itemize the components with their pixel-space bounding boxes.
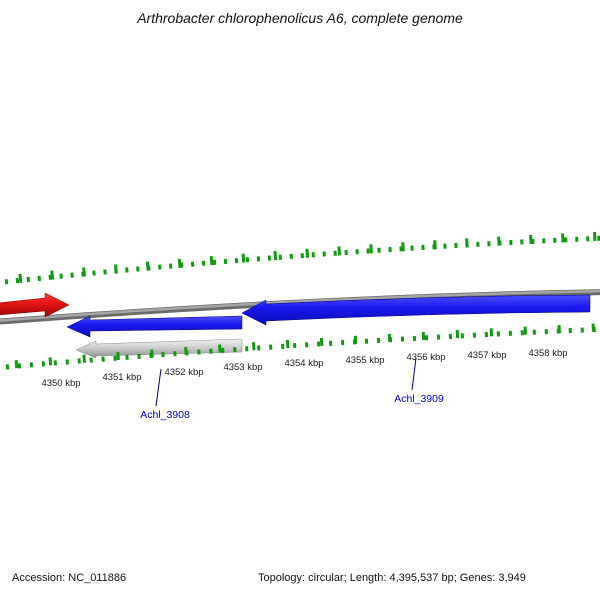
- ruler-ticks-upper: [0, 231, 600, 285]
- label-callout-achl-3909: [411, 357, 417, 391]
- ruler-label-4353: 4353 kbp: [223, 362, 262, 373]
- ruler-label-4355: 4355 kbp: [345, 355, 384, 366]
- footer-genome-info: Topology: circular; Length: 4,395,537 bp…: [258, 572, 526, 584]
- gene-arrow-achl-3909[interactable]: [241, 294, 591, 326]
- ruler-label-4354: 4354 kbp: [284, 358, 323, 369]
- ruler-labels: 4350 kbp 4351 kbp 4352 kbp 4353 kbp 4354…: [41, 348, 567, 389]
- gene-label-achl-3909[interactable]: Achl_3909: [394, 393, 444, 405]
- gene-arrow-forward-red[interactable]: [0, 292, 70, 318]
- ruler-label-4351: 4351 kbp: [102, 372, 141, 383]
- ruler-ticks-lower: [0, 323, 600, 371]
- ruler-label-4358: 4358 kbp: [528, 348, 567, 359]
- feature-arrow-gray[interactable]: [75, 338, 243, 359]
- gene-label-achl-3908[interactable]: Achl_3908: [140, 409, 190, 421]
- footer-accession: Accession: NC_011886: [12, 572, 127, 584]
- ruler-label-4356: 4356 kbp: [406, 352, 445, 363]
- ruler-label-4352: 4352 kbp: [164, 367, 203, 378]
- genome-title: Arthrobacter chlorophenolicus A6, comple…: [137, 10, 463, 26]
- gene-arrow-achl-3908[interactable]: [66, 315, 243, 338]
- ruler-label-4350: 4350 kbp: [41, 378, 80, 389]
- ruler-label-4357: 4357 kbp: [467, 350, 506, 361]
- label-callout-achl-3908: [155, 368, 162, 407]
